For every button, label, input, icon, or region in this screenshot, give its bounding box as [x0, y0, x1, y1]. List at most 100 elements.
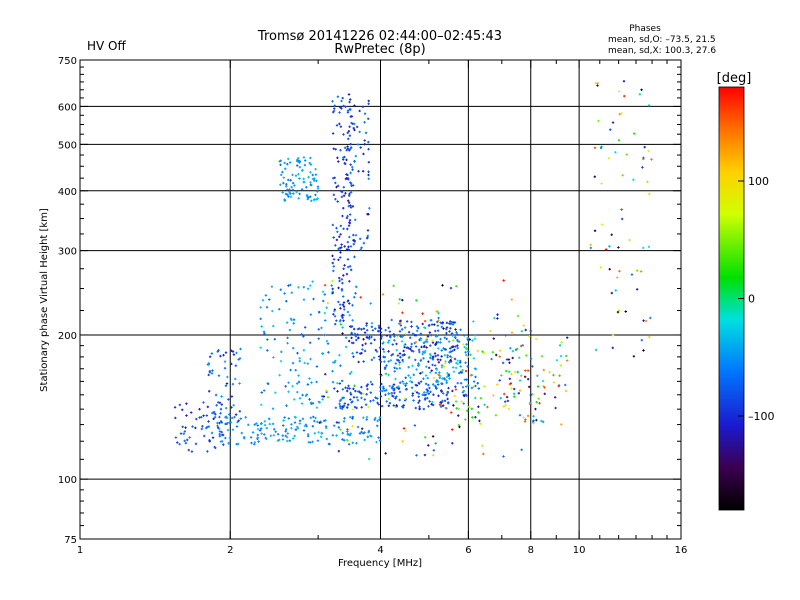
- data-point: [337, 426, 341, 429]
- data-point: [513, 370, 517, 374]
- data-point: [529, 329, 532, 333]
- data-point: [623, 94, 626, 98]
- data-point: [293, 398, 296, 401]
- data-point: [417, 392, 421, 395]
- data-point: [341, 96, 344, 100]
- data-point: [334, 322, 337, 326]
- data-point: [283, 161, 286, 165]
- data-point: [365, 384, 369, 388]
- data-point: [431, 358, 435, 361]
- data-point: [407, 347, 411, 350]
- data-point: [289, 192, 292, 195]
- data-point: [388, 330, 392, 333]
- data-point: [244, 416, 247, 419]
- data-point: [342, 404, 346, 407]
- data-point: [565, 354, 568, 358]
- data-point: [224, 436, 227, 440]
- data-point: [359, 391, 362, 395]
- data-point: [271, 407, 275, 410]
- data-point: [227, 442, 231, 445]
- data-point: [217, 427, 221, 431]
- data-point: [621, 174, 624, 177]
- data-point: [351, 165, 354, 169]
- data-point: [339, 149, 342, 152]
- data-point: [233, 415, 236, 419]
- data-point: [447, 340, 451, 343]
- data-point: [210, 352, 214, 355]
- data-point: [343, 308, 346, 311]
- data-point: [338, 122, 341, 126]
- data-point: [356, 327, 360, 331]
- data-point: [349, 206, 353, 209]
- data-point: [438, 376, 442, 379]
- data-point: [599, 266, 602, 269]
- data-point: [265, 426, 269, 430]
- data-point: [395, 367, 399, 370]
- data-point: [340, 379, 344, 383]
- data-point: [625, 153, 628, 156]
- data-point: [417, 381, 421, 385]
- data-point: [447, 401, 450, 404]
- data-point: [489, 329, 492, 333]
- data-point: [260, 432, 263, 435]
- data-point: [229, 421, 233, 424]
- data-point: [363, 431, 366, 434]
- data-point: [642, 319, 645, 322]
- data-point: [346, 147, 350, 151]
- data-point: [201, 425, 204, 428]
- data-point: [394, 405, 397, 409]
- data-point: [424, 340, 427, 343]
- phases-title: Phases: [629, 24, 661, 34]
- data-point: [283, 198, 286, 201]
- data-point: [445, 381, 448, 384]
- data-point: [309, 163, 313, 166]
- data-point: [419, 358, 423, 361]
- data-point: [607, 157, 611, 160]
- data-point: [285, 300, 288, 303]
- data-point: [395, 386, 399, 389]
- data-point: [498, 355, 501, 358]
- data-point: [286, 342, 289, 345]
- data-point: [600, 182, 603, 185]
- data-point: [624, 310, 627, 313]
- data-point: [565, 359, 569, 362]
- data-point: [398, 298, 401, 301]
- data-point: [433, 352, 437, 355]
- y-tick-label: 300: [58, 247, 77, 258]
- data-point: [326, 342, 330, 345]
- data-point: [511, 349, 515, 353]
- data-point: [331, 223, 335, 227]
- data-point: [385, 334, 389, 337]
- data-point: [345, 149, 348, 152]
- data-point: [348, 280, 351, 283]
- data-point: [347, 245, 350, 249]
- data-point: [395, 395, 398, 398]
- data-point: [441, 321, 444, 324]
- data-point: [636, 269, 639, 272]
- data-point: [451, 442, 454, 445]
- data-point: [314, 193, 317, 197]
- data-point: [435, 387, 438, 390]
- data-point: [206, 405, 210, 409]
- data-point: [411, 394, 414, 397]
- data-point: [455, 361, 458, 365]
- data-point: [421, 312, 424, 315]
- data-point: [336, 95, 340, 98]
- data-point: [437, 373, 440, 376]
- data-point: [355, 338, 358, 342]
- data-point: [346, 109, 350, 112]
- data-point: [532, 422, 535, 425]
- data-point: [620, 112, 623, 115]
- data-point: [325, 339, 329, 343]
- data-point: [296, 351, 299, 355]
- data-point: [366, 383, 370, 386]
- data-point: [266, 382, 270, 386]
- data-point: [337, 286, 340, 290]
- data-point: [285, 185, 288, 188]
- data-point: [455, 407, 458, 410]
- data-point: [461, 385, 465, 389]
- data-point: [365, 418, 368, 421]
- data-point: [477, 387, 481, 390]
- data-point: [509, 347, 512, 350]
- data-point: [419, 338, 423, 342]
